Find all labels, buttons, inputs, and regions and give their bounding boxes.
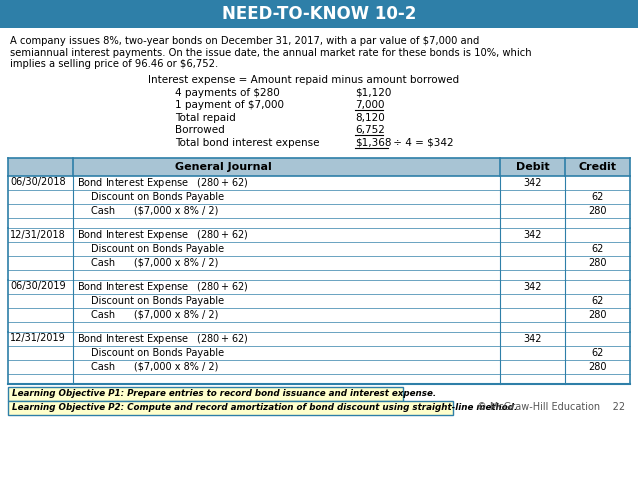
Bar xyxy=(8,158,630,175)
Text: Bond Interest Expense   ($280 + $62): Bond Interest Expense ($280 + $62) xyxy=(77,280,248,294)
Text: Bond Interest Expense   ($280 + $62): Bond Interest Expense ($280 + $62) xyxy=(77,331,248,345)
Text: 62: 62 xyxy=(591,347,604,357)
Text: Borrowed: Borrowed xyxy=(175,125,225,135)
Text: © McGraw-Hill Education    22: © McGraw-Hill Education 22 xyxy=(477,402,625,412)
Bar xyxy=(8,400,453,414)
Text: 06/30/2019: 06/30/2019 xyxy=(10,282,66,292)
Text: Total bond interest expense: Total bond interest expense xyxy=(175,137,320,148)
Text: Interest expense = Amount repaid minus amount borrowed: Interest expense = Amount repaid minus a… xyxy=(148,75,459,84)
Text: 280: 280 xyxy=(588,258,607,267)
Text: 62: 62 xyxy=(591,192,604,202)
Text: 1 payment of $7,000: 1 payment of $7,000 xyxy=(175,100,284,110)
Bar xyxy=(0,0,638,28)
Text: implies a selling price of 96.46 or $6,752.: implies a selling price of 96.46 or $6,7… xyxy=(10,59,218,69)
Text: Discount on Bonds Payable: Discount on Bonds Payable xyxy=(91,296,224,306)
Text: 342: 342 xyxy=(523,229,542,240)
Text: Learning Objective P2: Compute and record amortization of bond discount using st: Learning Objective P2: Compute and recor… xyxy=(12,403,517,412)
Text: A company issues 8%, two-year bonds on December 31, 2017, with a par value of $7: A company issues 8%, two-year bonds on D… xyxy=(10,36,479,46)
Text: 4 payments of $280: 4 payments of $280 xyxy=(175,88,279,98)
Text: Bond Interest Expense   ($280 + $62): Bond Interest Expense ($280 + $62) xyxy=(77,175,248,190)
Text: 342: 342 xyxy=(523,333,542,343)
Text: Cash      ($7,000 x 8% / 2): Cash ($7,000 x 8% / 2) xyxy=(91,258,218,267)
Bar xyxy=(8,387,403,400)
Text: 280: 280 xyxy=(588,362,607,372)
Text: Discount on Bonds Payable: Discount on Bonds Payable xyxy=(91,243,224,253)
Text: 280: 280 xyxy=(588,205,607,216)
Text: Learning Objective P1: Prepare entries to record bond issuance and interest expe: Learning Objective P1: Prepare entries t… xyxy=(12,389,436,398)
Text: Discount on Bonds Payable: Discount on Bonds Payable xyxy=(91,347,224,357)
Text: $1,368: $1,368 xyxy=(355,137,392,148)
Text: 6,752: 6,752 xyxy=(355,125,385,135)
Text: 12/31/2018: 12/31/2018 xyxy=(10,229,66,240)
Text: Credit: Credit xyxy=(579,161,616,171)
Text: semiannual interest payments. On the issue date, the annual market rate for thes: semiannual interest payments. On the iss… xyxy=(10,47,531,57)
Text: 342: 342 xyxy=(523,282,542,292)
Text: 280: 280 xyxy=(588,309,607,319)
Text: 342: 342 xyxy=(523,178,542,187)
Text: Cash      ($7,000 x 8% / 2): Cash ($7,000 x 8% / 2) xyxy=(91,205,218,216)
Text: ÷ 4 = $342: ÷ 4 = $342 xyxy=(390,137,454,148)
Text: Debit: Debit xyxy=(516,161,549,171)
Text: General Journal: General Journal xyxy=(175,161,272,171)
Text: Cash      ($7,000 x 8% / 2): Cash ($7,000 x 8% / 2) xyxy=(91,362,218,372)
Text: 8,120: 8,120 xyxy=(355,113,385,123)
Text: $1,120: $1,120 xyxy=(355,88,391,98)
Text: Cash      ($7,000 x 8% / 2): Cash ($7,000 x 8% / 2) xyxy=(91,309,218,319)
Text: Bond Interest Expense   ($280 + $62): Bond Interest Expense ($280 + $62) xyxy=(77,228,248,241)
Text: 06/30/2018: 06/30/2018 xyxy=(10,178,66,187)
Text: NEED-TO-KNOW 10-2: NEED-TO-KNOW 10-2 xyxy=(222,5,416,23)
Text: Discount on Bonds Payable: Discount on Bonds Payable xyxy=(91,192,224,202)
Text: 62: 62 xyxy=(591,296,604,306)
Text: 7,000: 7,000 xyxy=(355,100,385,110)
Text: 12/31/2019: 12/31/2019 xyxy=(10,333,66,343)
Text: 62: 62 xyxy=(591,243,604,253)
Text: Total repaid: Total repaid xyxy=(175,113,236,123)
